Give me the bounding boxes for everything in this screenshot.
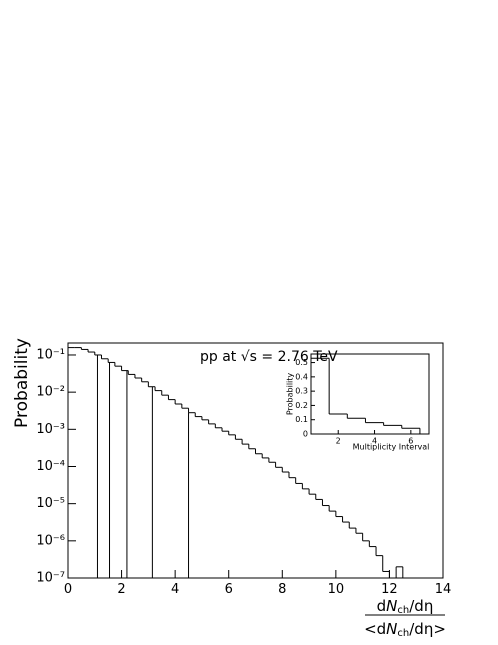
x-tick-label: 8 (278, 582, 286, 597)
y-tick-label: 0.2 (295, 401, 308, 410)
x-tick-label: 6 (225, 582, 233, 597)
y-tick-label: 10⁻² (36, 385, 65, 400)
x-axis-title-numerator: dNch/dη (377, 597, 434, 617)
t: /dη> (409, 620, 446, 638)
y-tick-label: 0.1 (295, 415, 308, 424)
y-tick-label: 10⁻⁵ (36, 496, 65, 511)
x-tick-label: 14 (435, 582, 452, 597)
x-tick-label: 4 (171, 582, 179, 597)
x-axis-title-denominator: <dNch/dη> (364, 620, 446, 640)
y-tick-label: 0.5 (295, 358, 308, 367)
x-tick-label: 10 (328, 582, 345, 597)
y-tick-label: 10⁻⁷ (36, 571, 65, 586)
t: ch (397, 628, 409, 639)
x-tick-label: 4 (372, 437, 377, 446)
y-tick-label: 0.4 (295, 372, 308, 381)
t: N (386, 620, 397, 638)
y-tick-label: 0.3 (295, 387, 308, 396)
inset-frame (310, 353, 430, 435)
y-axis-title: Probability (12, 338, 32, 428)
x-tick-label: 6 (408, 437, 413, 446)
x-tick-label: 2 (117, 582, 125, 597)
t: <d (364, 620, 386, 638)
t: ch (397, 605, 409, 616)
y-tick-label: 10⁻⁶ (36, 533, 65, 548)
y-tick-label: 10⁻⁴ (36, 459, 65, 474)
x-tick-label: 0 (64, 582, 72, 597)
inset-x-title: Multiplicity Interval (353, 443, 430, 452)
t: N (386, 597, 397, 615)
y-tick-label: 10⁻¹ (36, 347, 65, 362)
annotation: pp at √s = 2.76 TeV (200, 349, 338, 365)
t: /dη (409, 597, 433, 615)
y-tick-label: 10⁻³ (36, 422, 65, 437)
x-tick-label: 12 (381, 582, 398, 597)
inset-y-title: Probability (286, 373, 295, 416)
x-tick-label: 2 (336, 437, 341, 446)
t: d (377, 597, 387, 615)
y-tick-label: 0 (303, 430, 308, 439)
